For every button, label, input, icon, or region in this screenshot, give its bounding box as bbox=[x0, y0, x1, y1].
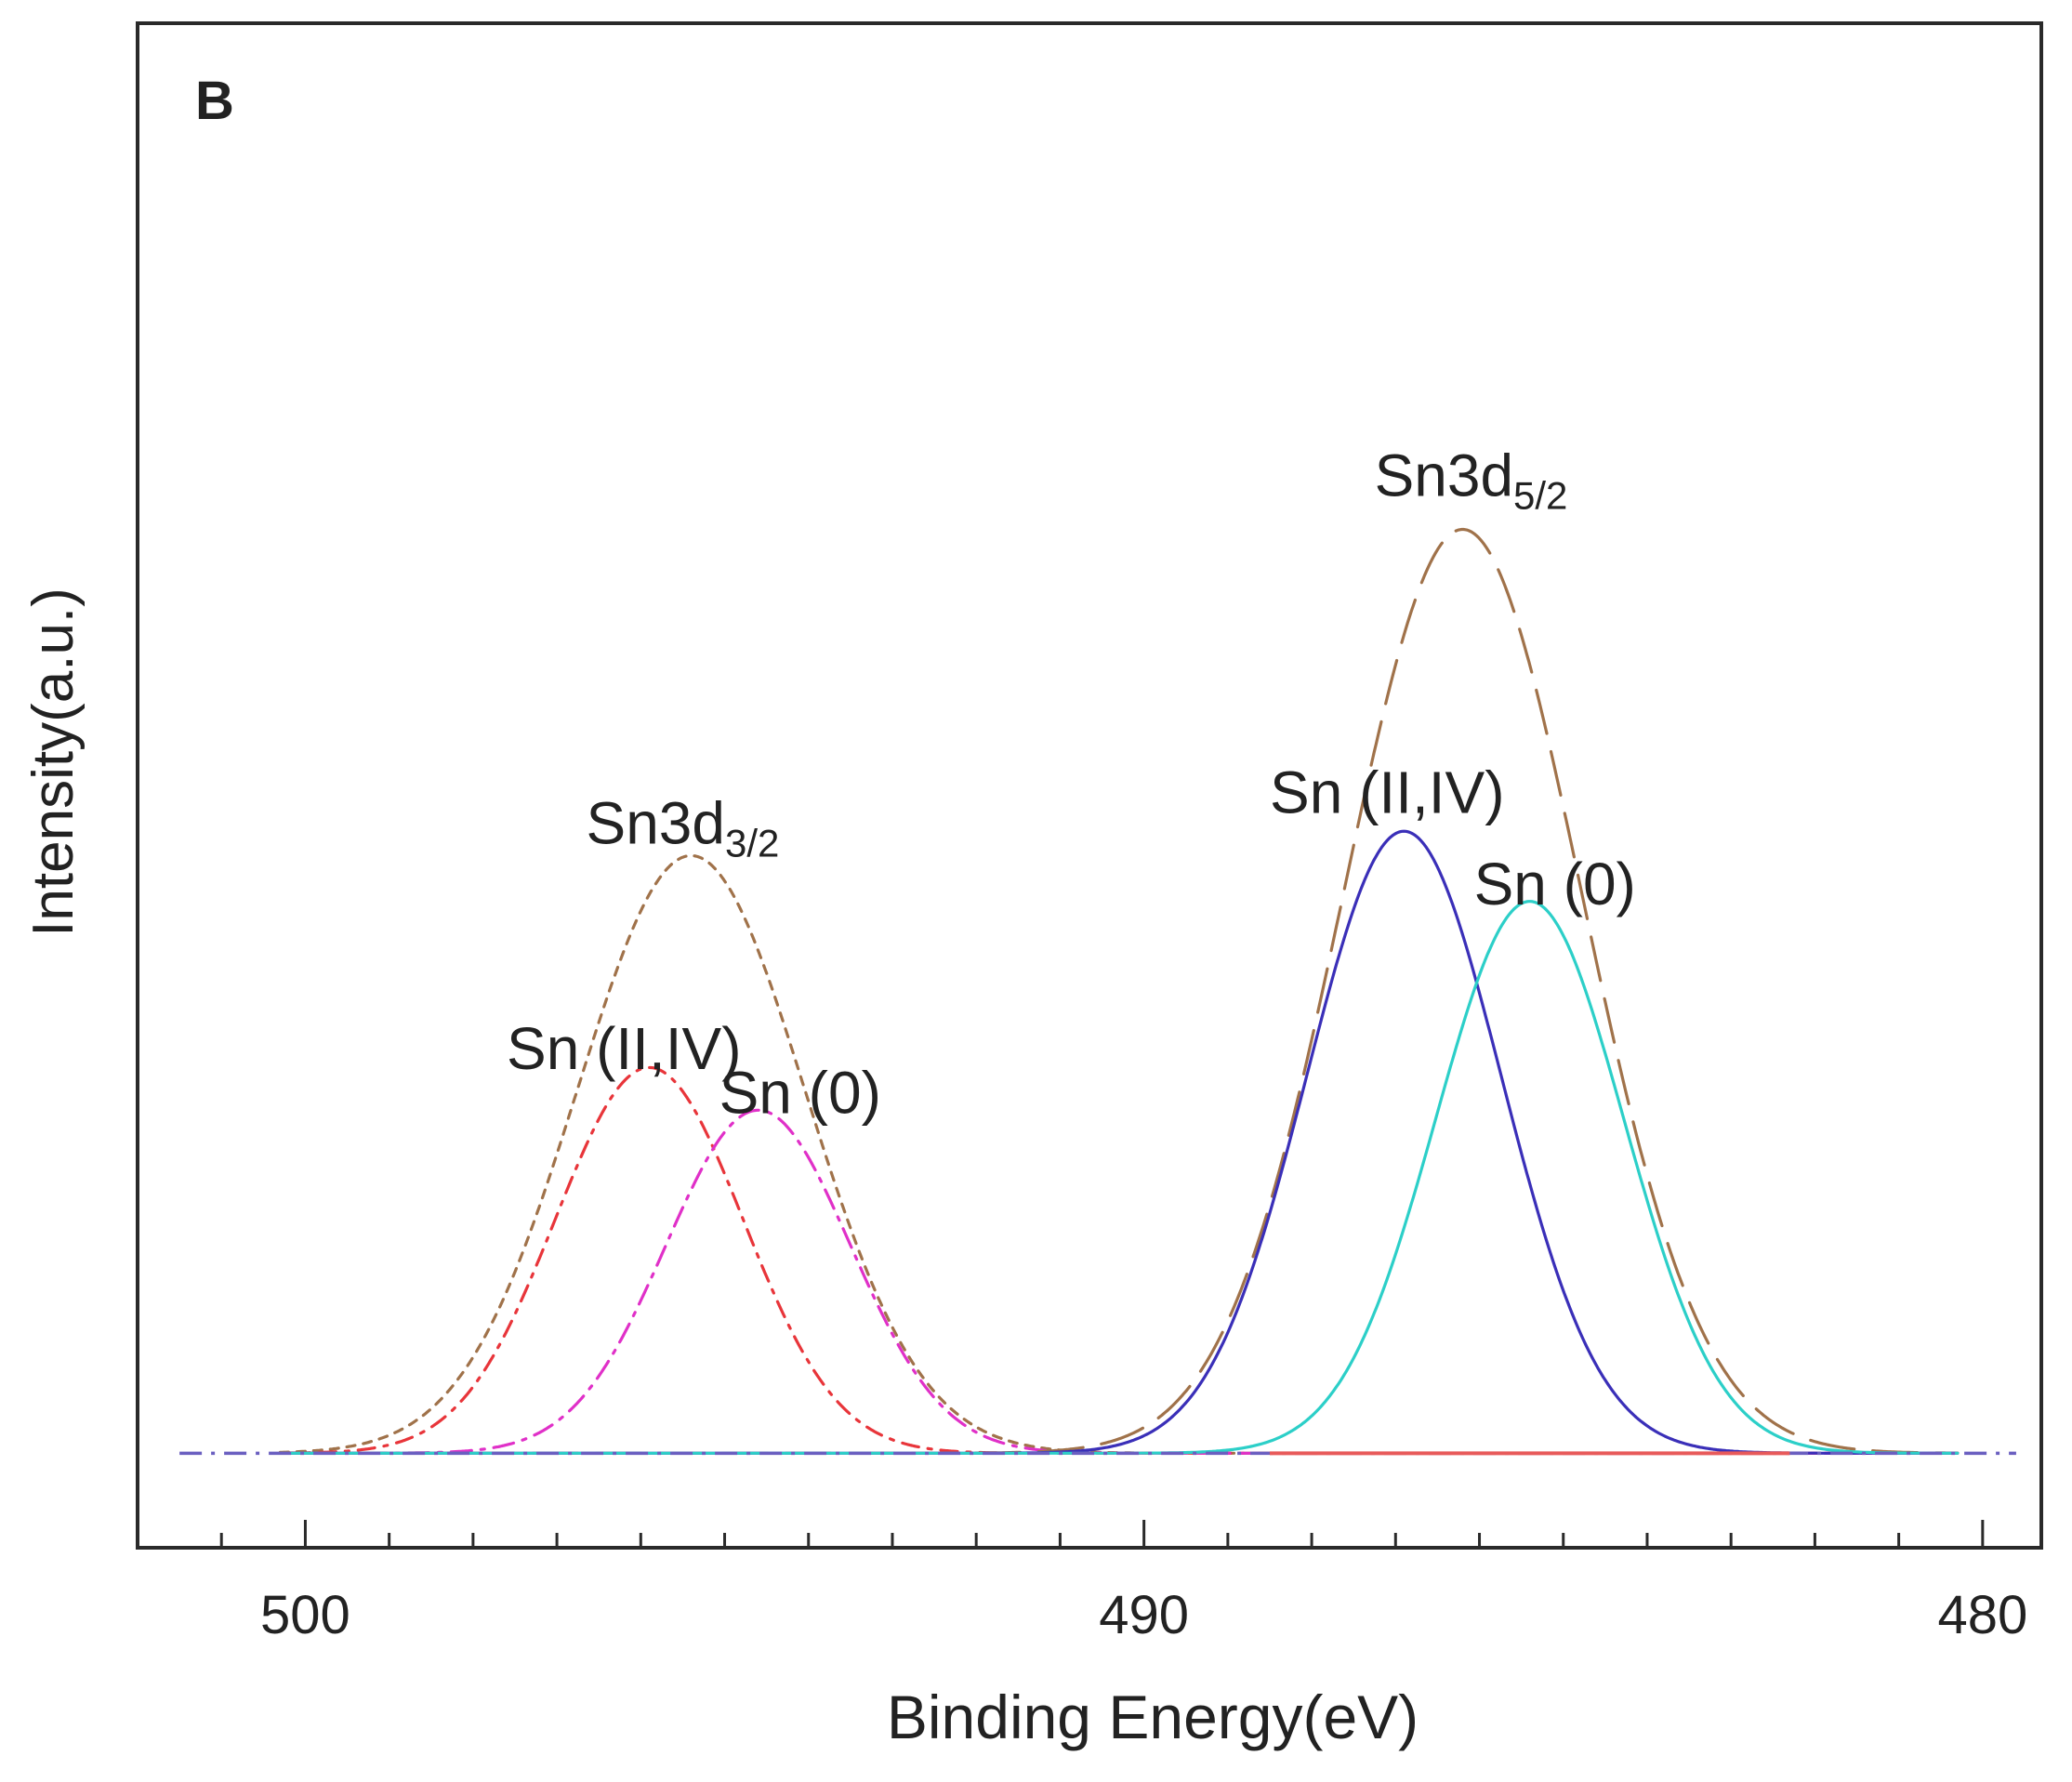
peak-annotations: Sn3d3/2Sn (II,IV)Sn (0)Sn3d5/2Sn (II,IV)… bbox=[507, 442, 1636, 1126]
peak-label: Sn (0) bbox=[719, 1060, 881, 1127]
x-axis-tick-labels: 500 490 480 bbox=[260, 1585, 2027, 1645]
peak-label: Sn (II,IV) bbox=[507, 1015, 742, 1082]
series-curves bbox=[179, 527, 2016, 1456]
peak-label: Sn (II,IV) bbox=[1270, 759, 1505, 826]
plot-frame bbox=[136, 21, 2043, 1550]
x-tick-label: 500 bbox=[260, 1585, 350, 1645]
peak-label: Sn (0) bbox=[1474, 851, 1636, 917]
panel-label: B bbox=[195, 71, 234, 131]
x-tick-label: 480 bbox=[1937, 1585, 2027, 1645]
peak-label-subscript: 3/2 bbox=[725, 821, 779, 865]
peak-label-subscript: 5/2 bbox=[1513, 473, 1567, 517]
x-axis-ticks bbox=[219, 1520, 1985, 1548]
x-axis-title: Binding Energy(eV) bbox=[887, 1683, 1419, 1751]
x-tick-label: 490 bbox=[1099, 1585, 1189, 1645]
y-axis-title: Intensity(a.u.) bbox=[21, 587, 86, 937]
